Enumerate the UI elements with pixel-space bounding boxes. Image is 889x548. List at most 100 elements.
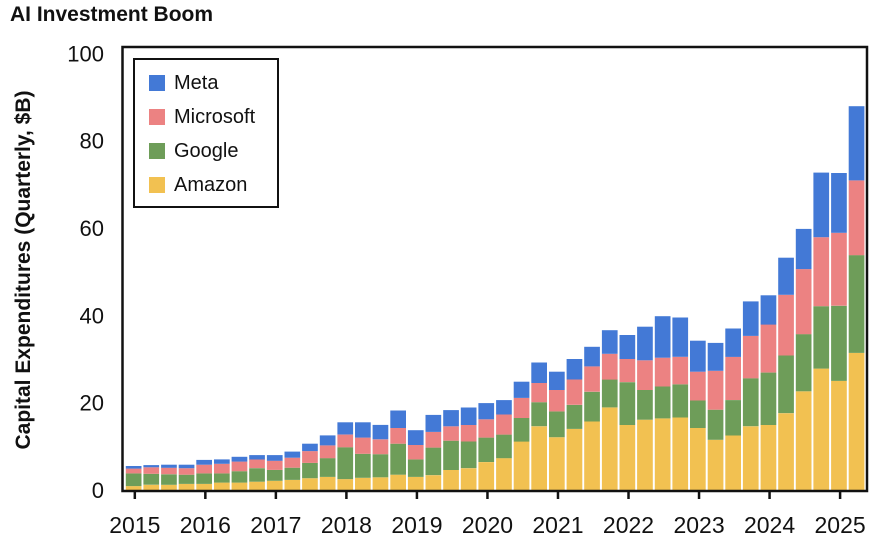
bar-segment-google-2017q1 [266, 469, 283, 481]
bar-segment-meta-2023q1 [690, 340, 706, 372]
bar-segment-meta-2018q1 [337, 422, 354, 435]
bar-segment-microsoft-2024q1 [760, 324, 777, 373]
bar-segment-amazon-2022q4 [672, 417, 689, 490]
bar-segment-meta-2018q2 [355, 422, 371, 438]
bar-segment-google-2020q3 [513, 418, 530, 442]
bar-segment-microsoft-2016q4 [249, 459, 265, 469]
bar-segment-meta-2020q3 [513, 381, 530, 398]
bar-segment-google-2017q3 [302, 462, 318, 479]
bar-segment-microsoft-2025q1 [831, 232, 847, 306]
bar-segment-microsoft-2021q4 [601, 353, 618, 380]
bar-segment-google-2021q1 [549, 411, 565, 438]
y-tick-label-60: 60 [80, 216, 104, 241]
bar-segment-amazon-2020q4 [531, 426, 547, 490]
google-swatch-icon [149, 143, 165, 159]
bar-segment-microsoft-2015q2 [143, 467, 160, 474]
bar-segment-google-2016q1 [196, 473, 212, 484]
bar-segment-meta-2020q4 [531, 362, 547, 383]
bar-segment-amazon-2015q3 [161, 484, 177, 490]
bar-segment-meta-2019q1 [407, 430, 424, 445]
bar-segment-amazon-2017q3 [302, 478, 318, 490]
bar-segment-meta-2021q4 [601, 330, 618, 354]
bar-segment-amazon-2024q4 [813, 368, 830, 490]
bar-segment-meta-2015q2 [143, 465, 160, 468]
bar-segment-microsoft-2021q2 [566, 379, 583, 405]
bar-segment-microsoft-2015q4 [178, 468, 195, 475]
bar-segment-microsoft-2017q1 [266, 460, 283, 470]
bar-segment-google-2024q1 [760, 372, 777, 425]
bar-segment-microsoft-2022q2 [637, 360, 653, 390]
bar-segment-meta-2015q4 [178, 464, 195, 469]
bar-segment-google-2023q1 [690, 400, 706, 428]
bar-segment-microsoft-2019q2 [425, 431, 442, 448]
bar-segment-microsoft-2016q3 [231, 461, 248, 472]
x-tick-label-2019: 2019 [391, 512, 442, 538]
bar-segment-microsoft-2020q4 [531, 383, 547, 403]
bar-segment-google-2019q3 [443, 440, 459, 470]
bar-segment-meta-2023q2 [707, 342, 724, 371]
bar-segment-meta-2017q1 [266, 455, 283, 461]
bar-segment-microsoft-2015q3 [161, 467, 177, 475]
bar-segment-amazon-2020q3 [513, 441, 530, 490]
bar-segment-amazon-2023q2 [707, 439, 724, 490]
bar-segment-microsoft-2021q3 [584, 366, 600, 392]
bar-segment-amazon-2017q2 [284, 480, 301, 490]
bar-segment-google-2025q2 [848, 255, 865, 353]
bar-segment-meta-2017q3 [302, 443, 318, 452]
bar-segment-google-2022q3 [654, 386, 671, 419]
bar-segment-google-2023q2 [707, 409, 724, 440]
bar-segment-meta-2023q3 [725, 328, 741, 357]
bar-segment-microsoft-2018q2 [355, 437, 371, 454]
bar-segment-microsoft-2022q3 [654, 357, 671, 387]
legend-label-microsoft: Microsoft [174, 106, 256, 128]
bar-segment-meta-2019q2 [425, 414, 442, 432]
bar-segment-meta-2017q2 [284, 451, 301, 458]
bar-segment-microsoft-2020q1 [478, 419, 495, 438]
axes-frame [121, 45, 869, 493]
bar-segment-google-2018q3 [372, 454, 389, 478]
x-tick-label-2025: 2025 [815, 512, 866, 538]
bar-segment-amazon-2016q4 [249, 481, 265, 490]
bar-segment-meta-2020q1 [478, 403, 495, 420]
legend-label-google: Google [174, 140, 239, 162]
legend-label-meta: Meta [174, 72, 219, 94]
bar-segment-microsoft-2023q1 [690, 371, 706, 401]
x-tick-label-2024: 2024 [744, 512, 795, 538]
chart-title: AI Investment Boom [10, 3, 214, 26]
y-tick-label-100: 100 [67, 41, 104, 66]
y-tick-label-0: 0 [92, 478, 104, 503]
bar-segment-google-2019q4 [460, 441, 477, 469]
bar-segment-amazon-2015q1 [125, 486, 142, 490]
legend-label-amazon: Amazon [174, 174, 248, 196]
bar-segment-amazon-2018q4 [390, 474, 406, 490]
bar-segment-microsoft-2024q2 [778, 294, 794, 356]
bar-segment-microsoft-2017q3 [302, 451, 318, 463]
bar-segment-amazon-2015q2 [143, 484, 160, 490]
bar-segment-google-2016q4 [249, 468, 265, 482]
bar-segment-amazon-2017q1 [266, 480, 283, 490]
bar-segment-meta-2020q2 [496, 400, 512, 415]
x-tick-label-2018: 2018 [321, 512, 372, 538]
bar-segment-amazon-2016q2 [214, 482, 230, 490]
bar-segment-amazon-2019q3 [443, 469, 459, 490]
bar-segment-google-2015q3 [161, 474, 177, 485]
bar-segment-google-2017q2 [284, 467, 301, 480]
legend: Meta Microsoft Google Amazon [133, 58, 279, 208]
bar-segment-meta-2022q3 [654, 316, 671, 358]
bar-segment-amazon-2023q1 [690, 428, 706, 490]
bar-segment-amazon-2016q3 [231, 482, 248, 490]
bar-segment-amazon-2020q1 [478, 462, 495, 490]
bar-segment-google-2020q1 [478, 437, 495, 462]
bar-segment-google-2022q2 [637, 390, 653, 420]
bar-segment-meta-2017q4 [319, 435, 336, 446]
bar-segment-amazon-2025q2 [848, 352, 865, 490]
bar-segment-google-2021q3 [584, 391, 600, 422]
y-tick-label-40: 40 [80, 303, 104, 328]
bar-segment-amazon-2024q1 [760, 424, 777, 490]
bar-segment-microsoft-2017q2 [284, 457, 301, 468]
bar-segment-microsoft-2022q4 [672, 356, 689, 385]
bar-segment-amazon-2024q3 [795, 391, 812, 490]
bar-segment-google-2022q4 [672, 384, 689, 418]
bar-segment-meta-2022q4 [672, 317, 689, 357]
